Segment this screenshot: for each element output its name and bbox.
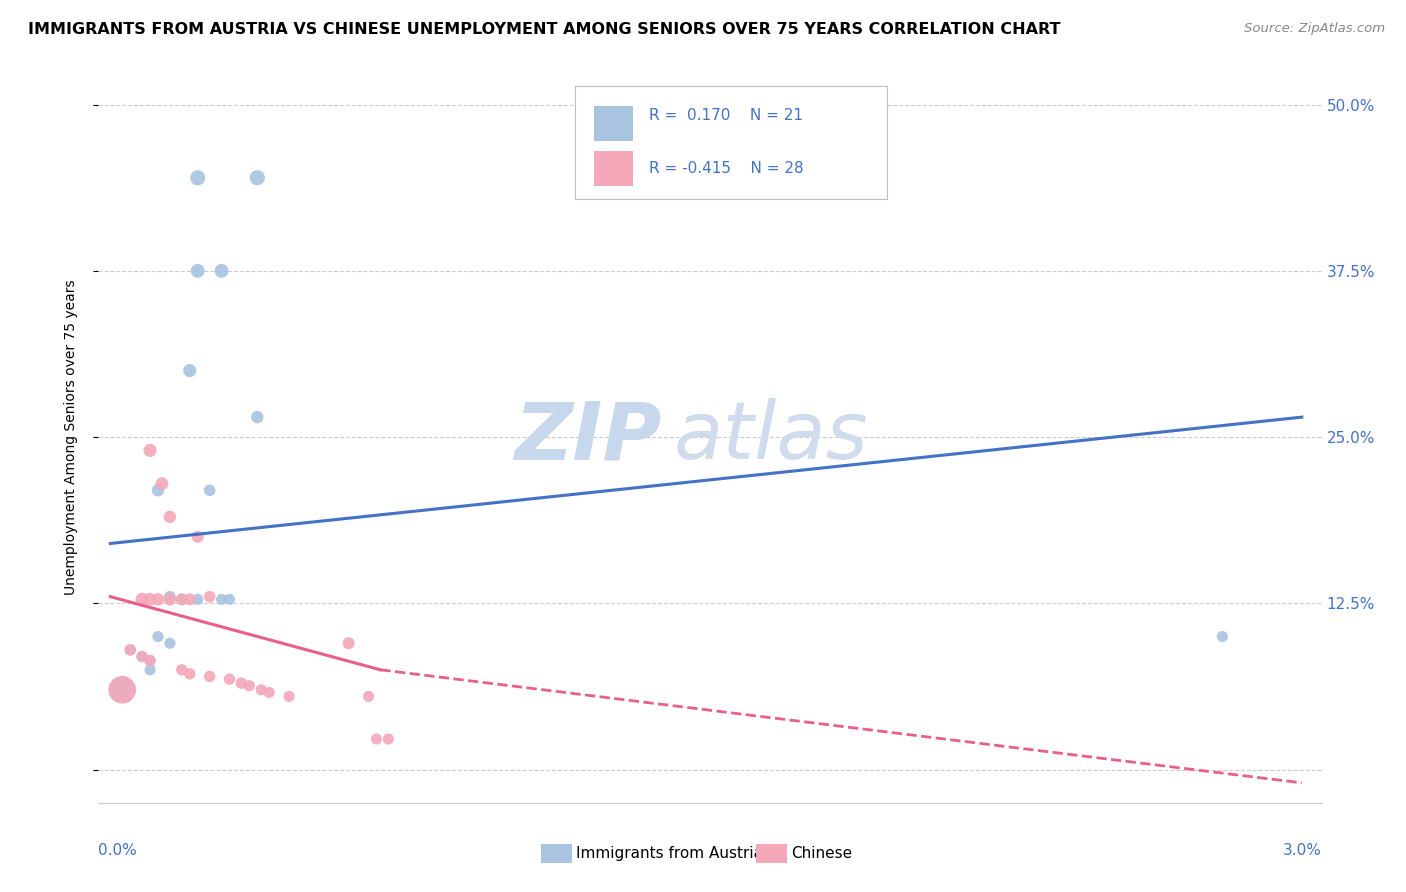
Point	[238, 679, 260, 693]
Point	[198, 483, 221, 498]
Point	[179, 592, 201, 607]
Point	[377, 731, 399, 746]
Point	[246, 170, 269, 185]
Point	[139, 663, 162, 677]
Point	[187, 264, 209, 278]
Point	[211, 592, 233, 607]
Point	[150, 476, 173, 491]
Point	[187, 592, 209, 607]
Point	[159, 590, 181, 604]
Point	[139, 443, 162, 458]
Text: Immigrants from Austria: Immigrants from Austria	[576, 847, 763, 861]
Point	[131, 592, 153, 607]
Text: R = -0.415    N = 28: R = -0.415 N = 28	[650, 161, 803, 176]
Text: 0.0%: 0.0%	[98, 843, 138, 858]
Point	[111, 682, 134, 697]
Text: Chinese: Chinese	[792, 847, 852, 861]
Bar	[593, 106, 633, 141]
Point	[159, 592, 181, 607]
Point	[170, 592, 193, 607]
Point	[146, 483, 169, 498]
Text: Source: ZipAtlas.com: Source: ZipAtlas.com	[1244, 22, 1385, 36]
Point	[139, 592, 162, 607]
Point	[111, 682, 134, 697]
Y-axis label: Unemployment Among Seniors over 75 years: Unemployment Among Seniors over 75 years	[63, 279, 77, 595]
Bar	[593, 151, 633, 186]
Point	[131, 649, 153, 664]
Point	[198, 669, 221, 683]
Text: 3.0%: 3.0%	[1282, 843, 1322, 858]
Point	[131, 649, 153, 664]
Point	[120, 643, 142, 657]
Point	[337, 636, 360, 650]
Point	[357, 690, 380, 704]
Point	[231, 676, 253, 690]
Point	[278, 690, 301, 704]
Text: R =  0.170    N = 21: R = 0.170 N = 21	[650, 108, 803, 123]
Point	[179, 363, 201, 377]
Point	[139, 653, 162, 667]
Point	[146, 630, 169, 644]
Point	[179, 666, 201, 681]
Point	[366, 731, 388, 746]
Point	[1211, 630, 1233, 644]
Point	[250, 682, 273, 697]
Text: ZIP: ZIP	[513, 398, 661, 476]
Point	[198, 590, 221, 604]
Point	[146, 592, 169, 607]
Point	[120, 643, 142, 657]
Point	[257, 685, 280, 699]
Point	[170, 592, 193, 607]
Point	[139, 653, 162, 667]
Point	[159, 509, 181, 524]
Text: atlas: atlas	[673, 398, 868, 476]
Point	[218, 672, 240, 686]
Point	[211, 264, 233, 278]
Text: IMMIGRANTS FROM AUSTRIA VS CHINESE UNEMPLOYMENT AMONG SENIORS OVER 75 YEARS CORR: IMMIGRANTS FROM AUSTRIA VS CHINESE UNEMP…	[28, 22, 1060, 37]
Point	[187, 530, 209, 544]
Point	[170, 663, 193, 677]
FancyBboxPatch shape	[575, 86, 887, 200]
Point	[159, 636, 181, 650]
Point	[246, 410, 269, 425]
Point	[187, 170, 209, 185]
Point	[218, 592, 240, 607]
